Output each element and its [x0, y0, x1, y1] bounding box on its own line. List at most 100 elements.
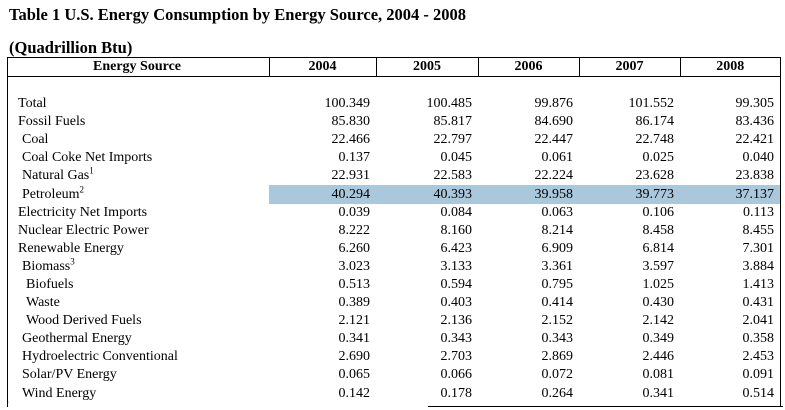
row-label-text: Natural Gas	[22, 168, 90, 184]
row-label: Petroleum2	[8, 183, 269, 203]
row-label-text: Coal	[22, 132, 49, 148]
value-cell: 1.413	[742, 276, 775, 292]
table-row: Wood Derived Fuels 2.121 2.136 2.152 2.142 2.…	[8, 312, 780, 330]
row-label-text: Coal Coke Net Imports	[22, 150, 153, 166]
footnote-marker: 1	[89, 165, 94, 176]
row-label-text: Electricity Net Imports	[18, 204, 148, 220]
value-cell: 0.343	[541, 331, 574, 347]
value-cell: 0.081	[642, 367, 675, 383]
table-row: Electricity Net Imports 0.039 0.084 0.063 0.…	[8, 204, 780, 222]
header-row: Energy Source 2004 2005 2006 2007 2008	[8, 58, 780, 77]
value-cell: 2.703	[440, 349, 473, 365]
table-row: Fossil Fuels 85.830 85.817 84.690 86.174 83.4…	[8, 113, 780, 131]
value-cell: 0.084	[440, 204, 473, 220]
value-cell: 3.023	[338, 258, 371, 274]
header-year: 2004	[269, 58, 377, 77]
value-cell: 86.174	[635, 114, 675, 130]
value-cell: 22.224	[534, 168, 574, 184]
row-label-text: Fossil Fuels	[18, 114, 86, 130]
bottom-rule	[428, 406, 783, 407]
value-cell: 0.113	[743, 204, 774, 220]
table-row: Geothermal Energy 0.341 0.343 0.343 0.349 0.3…	[8, 330, 780, 348]
page-marker: '	[7, 400, 9, 410]
value-cell: 22.421	[735, 132, 775, 148]
value-cell: 22.748	[635, 132, 675, 148]
table-row: Petroleum2 40.294 40.393 39.958 39.773 37.137	[8, 183, 780, 204]
row-label: Electricity Net Imports	[8, 204, 269, 222]
row-label: Fossil Fuels	[8, 113, 269, 131]
row-label-text: Wind Energy	[22, 385, 97, 401]
value-cell: 8.214	[541, 222, 574, 238]
value-cell: 6.909	[541, 240, 574, 256]
table-row: Wind Energy 0.142 0.178 0.264 0.341 0.514	[8, 385, 780, 403]
value-cell: 37.137	[680, 185, 780, 204]
value-cell: 1.025	[642, 276, 675, 292]
value-cell: 0.349	[642, 331, 675, 347]
header-year: 2008	[680, 58, 780, 77]
header-year: 2006	[478, 58, 580, 77]
value-cell: 101.552	[628, 96, 675, 112]
value-cell: 22.797	[433, 132, 473, 148]
table-row: Coal Coke Net Imports 0.137 0.045 0.061 0.02…	[8, 149, 780, 167]
value-cell: 0.594	[440, 276, 473, 292]
value-cell: 3.597	[642, 258, 675, 274]
value-cell: 0.795	[541, 276, 574, 292]
value-cell: 0.066	[440, 367, 473, 383]
value-cell: 0.178	[440, 385, 473, 401]
value-cell: 0.106	[642, 204, 675, 220]
value-cell: 39.958	[478, 185, 579, 204]
value-cell: 22.583	[433, 168, 473, 184]
row-label-text: Solar/PV Energy	[22, 367, 117, 383]
row-label: Coal Coke Net Imports	[8, 149, 269, 167]
value-cell: 85.817	[433, 114, 473, 130]
table-row: Nuclear Electric Power 8.222 8.160 8.214 8.4…	[8, 222, 780, 240]
value-cell: 2.453	[742, 349, 775, 365]
value-cell: 40.294	[269, 185, 376, 204]
value-cell: 23.838	[735, 168, 775, 184]
value-cell: 0.072	[541, 367, 574, 383]
row-label: Geothermal Energy	[8, 330, 269, 348]
value-cell: 0.061	[541, 150, 574, 166]
value-cell: 0.040	[742, 150, 775, 166]
value-cell: 0.341	[642, 385, 675, 401]
row-label-text: Total	[18, 96, 47, 112]
row-label: Biomass3	[8, 257, 269, 276]
value-cell: 8.458	[642, 222, 675, 238]
footnote-marker: 2	[79, 183, 85, 194]
value-cell: 2.152	[541, 313, 574, 329]
value-cell: 22.466	[331, 132, 371, 148]
value-cell: 40.393	[376, 185, 478, 204]
row-label-text: Renewable Energy	[18, 240, 124, 256]
value-cell: 0.430	[642, 295, 675, 311]
value-cell: 2.041	[742, 313, 775, 329]
row-label-text: Petroleum	[22, 186, 80, 202]
value-cell: 84.690	[534, 114, 574, 130]
row-label: Biofuels	[8, 276, 269, 294]
row-label-text: Hydroelectric Conventional	[22, 349, 178, 365]
value-cell: 0.091	[742, 367, 775, 383]
row-label: Total	[8, 95, 269, 113]
table-row: Renewable Energy 6.260 6.423 6.909 6.814 7.30…	[8, 240, 780, 258]
value-cell: 6.260	[338, 240, 371, 256]
value-cell: 8.222	[338, 222, 371, 238]
value-cell: 0.065	[338, 367, 371, 383]
table-title: Table 1 U.S. Energy Consumption by Energ…	[9, 5, 467, 24]
row-label: Hydroelectric Conventional	[8, 348, 269, 366]
value-cell: 0.039	[338, 204, 371, 220]
value-cell: 2.142	[642, 313, 675, 329]
row-label-text: Geothermal Energy	[22, 331, 132, 347]
value-cell: 8.160	[440, 222, 473, 238]
value-cell: 39.773	[579, 185, 680, 204]
row-label-text: Nuclear Electric Power	[18, 222, 149, 238]
table-row: Biomass3 3.023 3.133 3.361 3.597 3.884	[8, 257, 780, 276]
value-cell: 3.361	[541, 258, 574, 274]
value-cell: 7.301	[742, 240, 775, 256]
row-label-text: Waste	[26, 295, 60, 311]
row-label: Coal	[8, 131, 269, 149]
value-cell: 0.063	[541, 204, 574, 220]
value-cell: 0.341	[338, 331, 371, 347]
value-cell: 100.485	[426, 96, 473, 112]
value-cell: 99.876	[534, 96, 574, 112]
table-frame	[7, 57, 781, 407]
value-cell: 2.690	[338, 349, 371, 365]
